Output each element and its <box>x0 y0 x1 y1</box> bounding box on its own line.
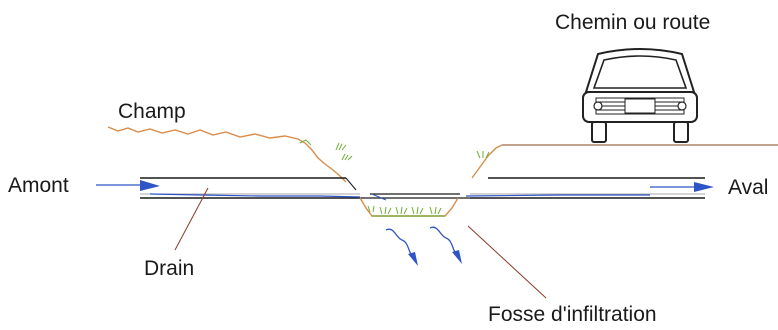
infiltration-arrow-icon <box>385 226 462 266</box>
road-label: Chemin ou route <box>555 11 711 34</box>
downstream-label: Aval <box>728 176 769 199</box>
water-flow-line <box>149 193 650 198</box>
drain-pipe-downstream <box>470 177 705 199</box>
leader-line <box>174 187 547 299</box>
infiltration-pit-label: Fosse d'infiltration <box>488 303 657 326</box>
grass-tuft-icon <box>335 142 490 215</box>
field-ground <box>107 126 347 183</box>
infiltration-pit <box>345 177 470 217</box>
arrow-right-icon <box>96 180 160 191</box>
car-icon <box>582 48 698 143</box>
field-label: Champ <box>118 100 186 123</box>
drain-label: Drain <box>144 257 195 280</box>
upstream-label: Amont <box>8 174 69 197</box>
road-ground <box>471 144 778 179</box>
arrow-right-icon <box>650 182 714 192</box>
